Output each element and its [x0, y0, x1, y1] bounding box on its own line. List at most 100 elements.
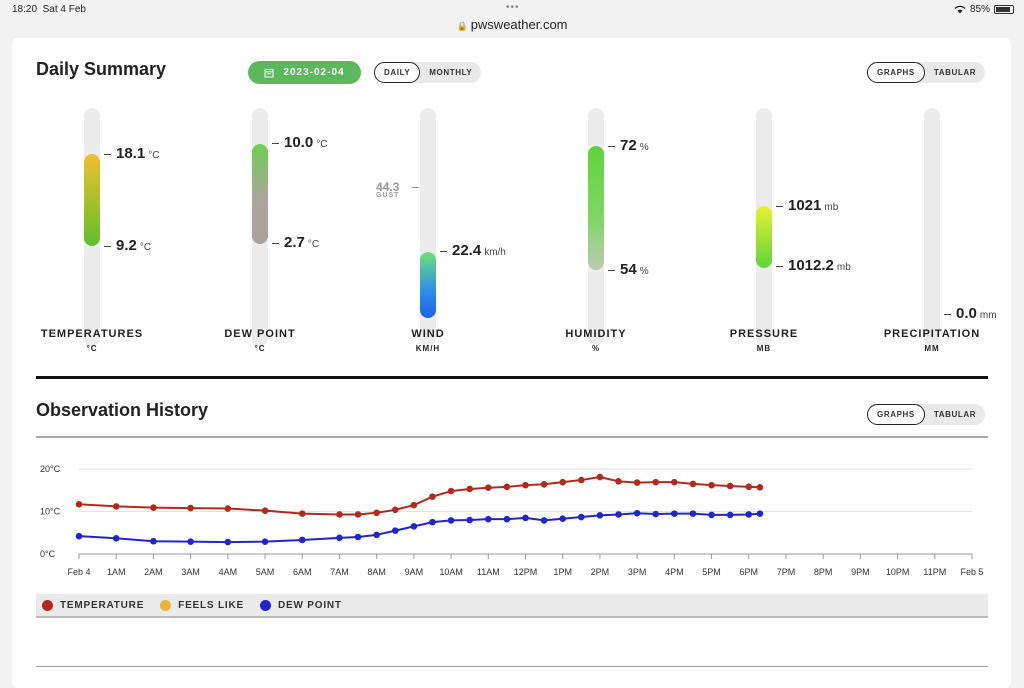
y-tick-label: 20°C: [40, 464, 61, 474]
data-point: [540, 481, 548, 488]
data-point: [756, 510, 764, 517]
x-tick-label: 12PM: [514, 567, 538, 577]
observation-history-title: Observation History: [36, 400, 209, 420]
dew-point-gauge: [252, 108, 268, 346]
data-point: [224, 538, 232, 546]
data-point: [578, 476, 585, 484]
data-point: [689, 480, 697, 488]
data-point: [615, 511, 622, 518]
legend-dew-point[interactable]: DEW POINT: [259, 599, 342, 611]
dew-point-unit: °C: [254, 344, 266, 353]
dew-point-high: 10.0 °C: [272, 134, 327, 151]
humidity-label: HUMIDITY: [565, 328, 627, 340]
summary-view-toggle: GRAPHS TABULAR: [867, 62, 986, 83]
y-tick-label: 0°C: [40, 549, 56, 559]
dew-point-range-bar: [252, 144, 268, 244]
data-point: [391, 506, 399, 514]
data-point: [671, 510, 678, 517]
temperature-high: 18.1 °C: [104, 145, 159, 162]
monthly-toggle[interactable]: MONTHLY: [429, 68, 473, 77]
legend-temperature[interactable]: TEMPERATURE: [42, 599, 144, 611]
graphs-toggle[interactable]: GRAPHS: [867, 62, 925, 83]
status-time: 18:20 Sat 4 Feb: [12, 4, 86, 15]
bottom-rule: [36, 666, 988, 667]
data-point: [689, 510, 697, 517]
x-tick-label: 11PM: [923, 567, 946, 577]
battery-icon: [994, 5, 1014, 14]
data-point: [224, 505, 232, 512]
data-point: [298, 510, 306, 517]
data-point: [112, 534, 120, 542]
legend-feels-like[interactable]: FEELS LIKE: [160, 599, 244, 611]
data-point: [150, 504, 157, 511]
data-point: [373, 509, 380, 517]
x-tick-label: 11AM: [477, 567, 500, 577]
address-bar[interactable]: 🔒 pwsweather.com: [456, 17, 568, 32]
data-point: [410, 501, 418, 509]
daily-toggle[interactable]: DAILY: [374, 62, 421, 83]
data-point: [187, 538, 194, 545]
data-point: [429, 518, 436, 526]
data-point: [745, 511, 753, 518]
daily-summary-title: Daily Summary: [36, 59, 167, 79]
x-tick-label: 10AM: [439, 567, 463, 577]
wind-bar: [420, 252, 436, 318]
data-point: [336, 534, 343, 542]
wind-unit: KM/H: [415, 344, 441, 353]
data-point: [559, 478, 567, 486]
pressure-label: PRESSURE: [729, 328, 799, 340]
humidity-unit: %: [591, 344, 601, 353]
precipitation-gauge: [924, 108, 940, 346]
data-point: [522, 514, 529, 522]
x-tick-label: 2AM: [144, 567, 163, 577]
x-tick-label: 8AM: [367, 567, 386, 577]
observation-chart[interactable]: 20°C 10°C 0°C Feb 4 1AM 2AM 3AM 4AM 5AM 6AM 7AM 8AM…: [36, 458, 988, 588]
data-point: [671, 478, 678, 486]
date-label: 2023-02-04: [283, 67, 345, 78]
history-graphs-toggle[interactable]: GRAPHS: [867, 404, 925, 425]
x-tick-label: 6AM: [293, 567, 312, 577]
dew-point-label: DEW POINT: [224, 328, 296, 340]
x-tick-label: 3PM: [628, 567, 647, 577]
data-point: [261, 538, 269, 545]
data-point: [503, 515, 511, 523]
data-point: [522, 481, 529, 489]
wind-gauge: [420, 108, 436, 346]
data-point: [466, 485, 473, 493]
pressure-range-bar: [756, 206, 772, 268]
chart-legend: TEMPERATURE FEELS LIKE DEW POINT: [36, 594, 988, 618]
x-tick-label: 1AM: [107, 567, 126, 577]
history-header-rule: [36, 436, 988, 438]
x-tick-label: 4PM: [665, 567, 684, 577]
data-point: [261, 507, 269, 514]
data-point: [466, 516, 473, 524]
data-point: [484, 515, 492, 523]
data-point: [484, 484, 492, 491]
y-tick-label: 10°C: [40, 507, 61, 517]
data-point: [596, 473, 604, 481]
data-point: [726, 482, 734, 490]
precipitation-label: PRECIPITATION: [883, 328, 981, 340]
x-tick-label: 8PM: [814, 567, 833, 577]
history-view-toggle: GRAPHS TABULAR: [867, 404, 986, 425]
temperatures-label: TEMPERATURES: [40, 328, 144, 340]
data-point: [354, 511, 362, 518]
status-bar: 18:20 Sat 4 Feb ••• 🔒 pwsweather.com 85%: [0, 0, 1024, 38]
x-tick-label: 6PM: [739, 567, 758, 577]
x-tick-label: 2PM: [591, 567, 610, 577]
x-tick-label: 1PM: [553, 567, 572, 577]
tabular-toggle[interactable]: TABULAR: [933, 68, 977, 77]
data-point: [708, 481, 715, 489]
tab-dots-icon[interactable]: •••: [506, 2, 520, 13]
data-point: [75, 532, 83, 540]
main-card: Daily Summary 2023-02-04 DAILY MONTHLY G…: [12, 38, 1011, 688]
series-line: [78, 512, 760, 544]
data-point: [75, 500, 83, 508]
history-tabular-toggle[interactable]: TABULAR: [933, 410, 977, 419]
x-tick-label: 4AM: [219, 567, 238, 577]
pressure-gauge: [756, 108, 772, 346]
temperature-low: 9.2 °C: [104, 237, 151, 254]
data-point: [633, 479, 641, 486]
date-picker-button[interactable]: 2023-02-04: [248, 61, 361, 84]
section-divider: [36, 376, 988, 379]
